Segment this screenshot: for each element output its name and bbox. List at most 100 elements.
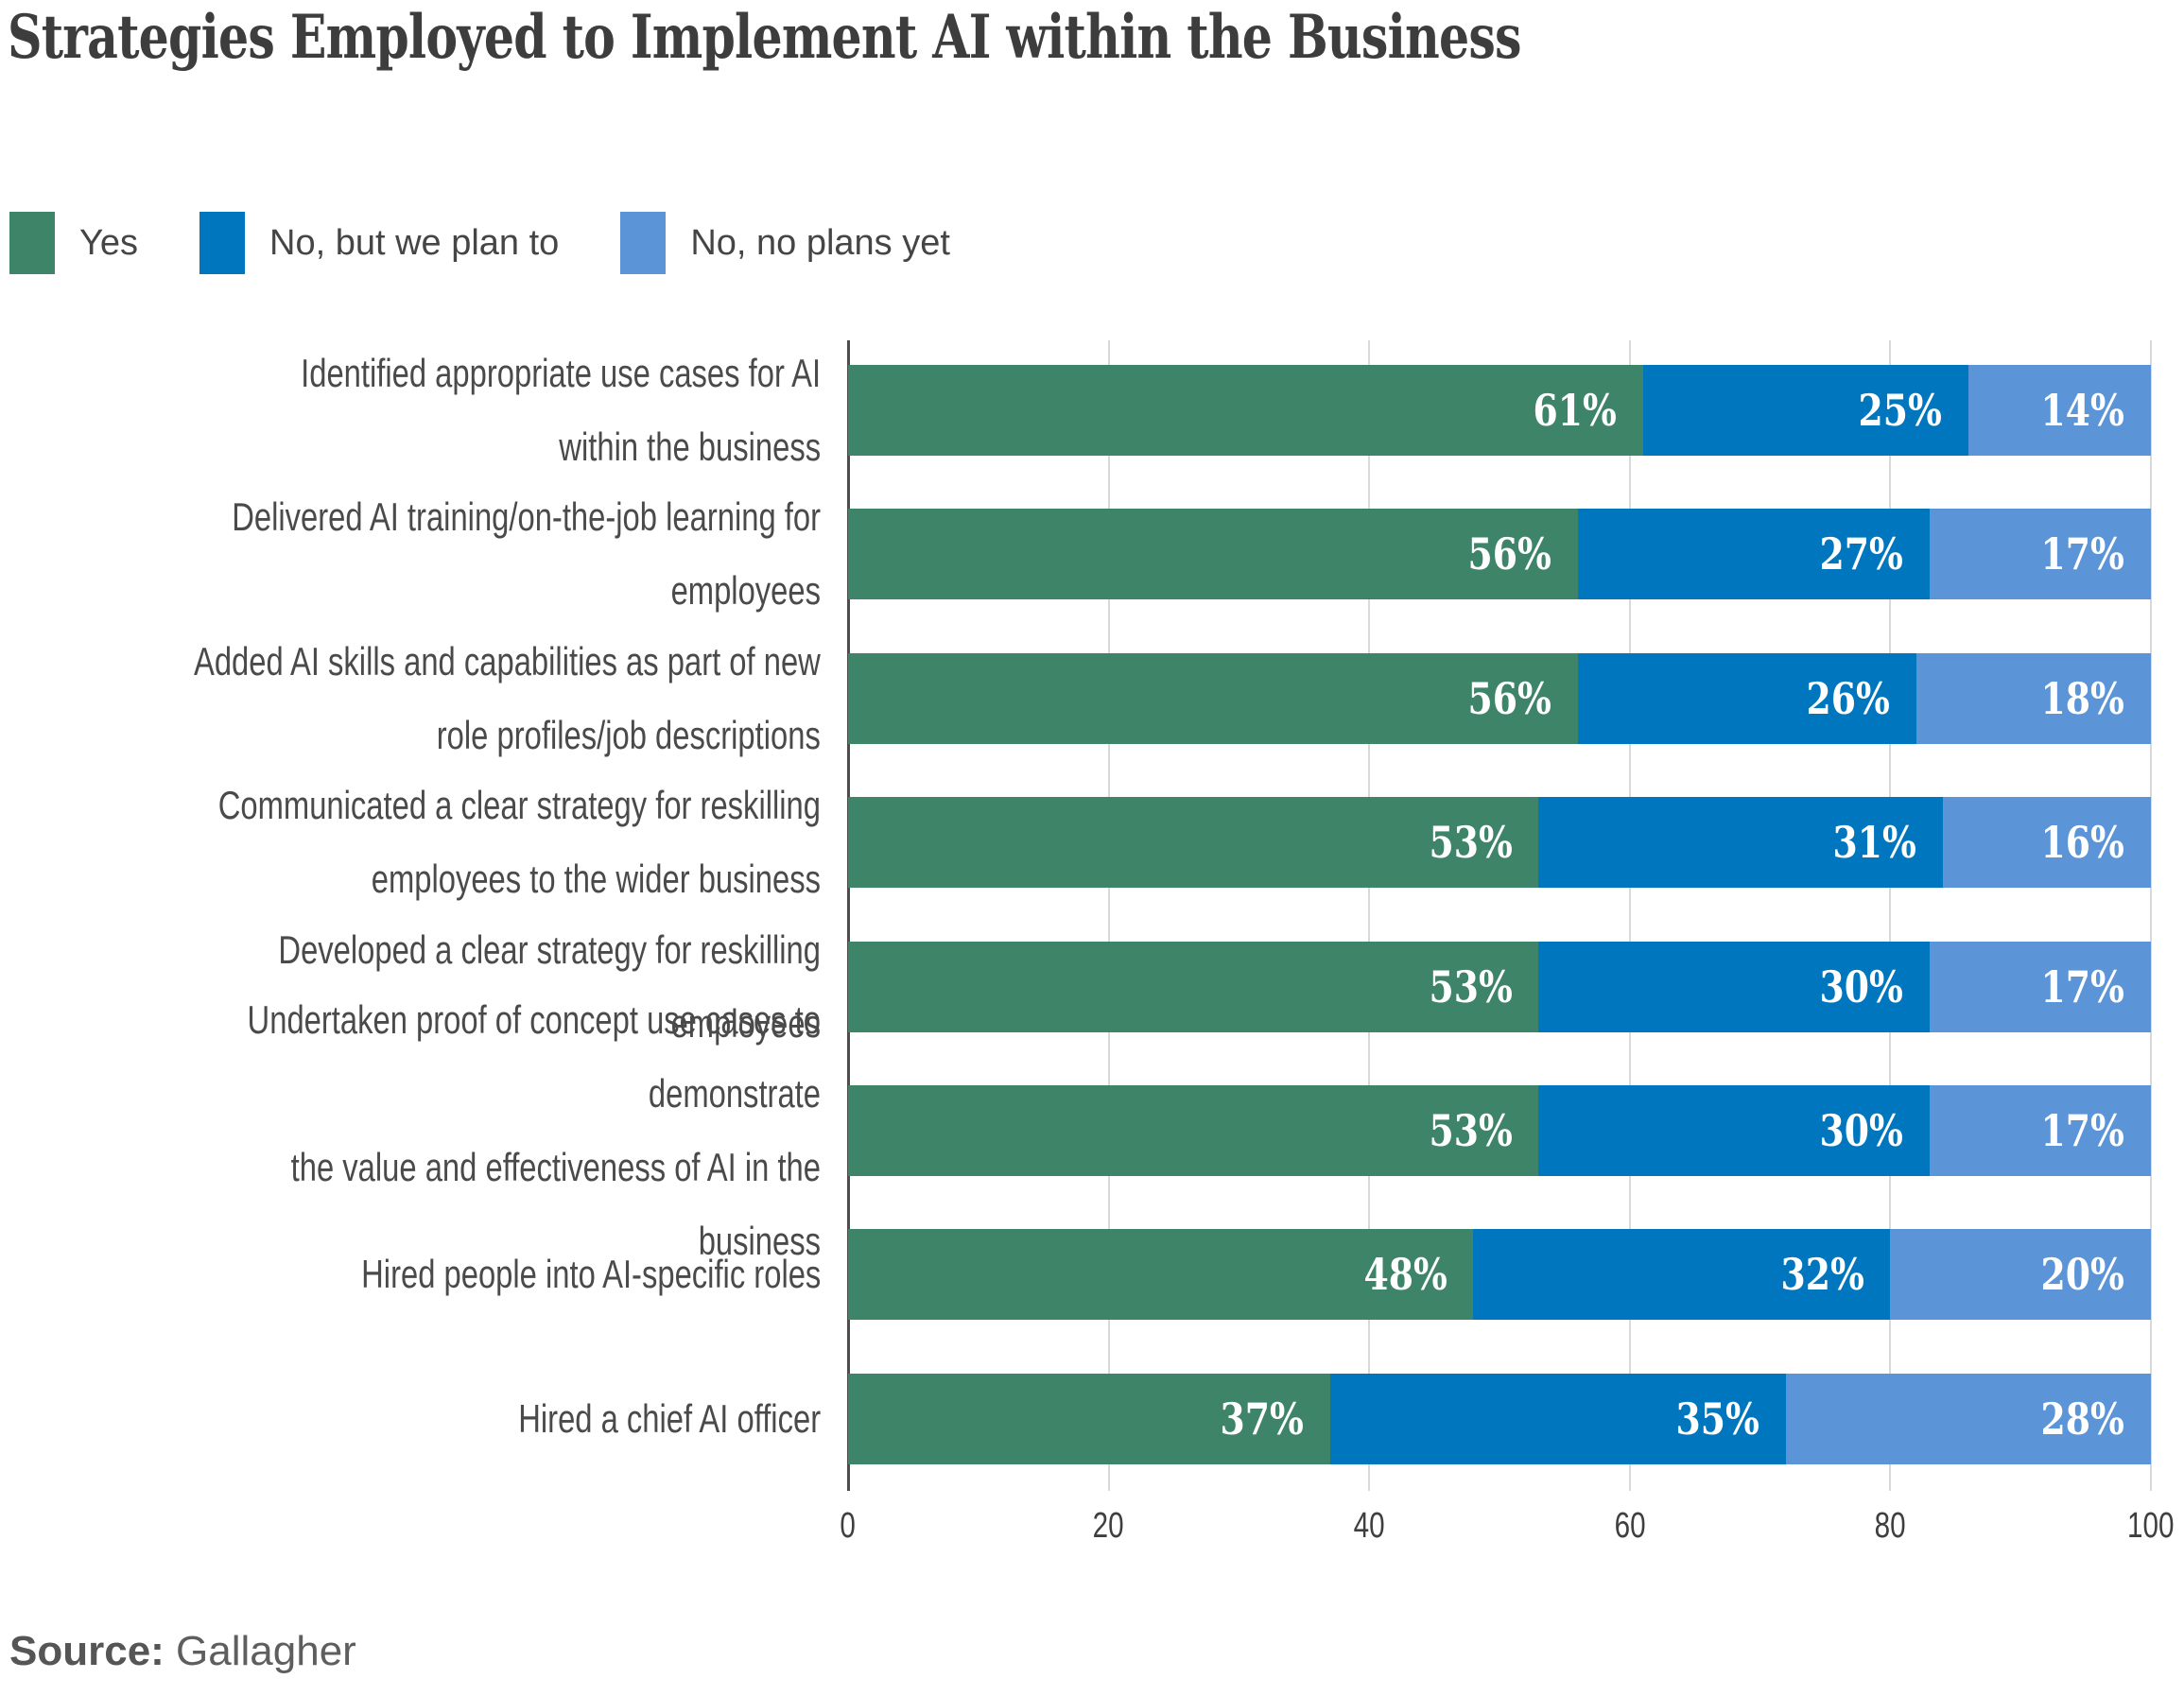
bar-value-label: 14% <box>2040 385 2125 436</box>
bar-segment: 27% <box>1577 509 1930 600</box>
bar-segment: 30% <box>1538 941 1930 1032</box>
bar-value-label: 17% <box>2040 1105 2125 1156</box>
category-label: Communicated a clear strategy for reskil… <box>0 783 821 901</box>
x-axis-tick-text: 80 <box>1874 1506 1906 1546</box>
bar-segment: 20% <box>1890 1229 2151 1321</box>
category-label: Identified appropriate use cases for AI … <box>0 351 821 469</box>
category-label-text: Communicated a clear strategy for reskil… <box>217 783 821 902</box>
legend-label: No, but we plan to <box>269 222 560 263</box>
bar-segment: 31% <box>1538 797 1943 889</box>
bar-value-label: 30% <box>1819 1105 1903 1156</box>
bar-value-label: 17% <box>2040 528 2125 580</box>
y-axis-line <box>847 340 850 1491</box>
bar-value-label: 31% <box>1832 817 1916 869</box>
x-axis: 0 20 40 60 80 100 <box>841 1506 2175 1553</box>
bar-row: 37% 35% 28% <box>848 1373 2151 1464</box>
bar-value-label: 35% <box>1675 1393 1760 1445</box>
bar-segment: 56% <box>848 652 1578 744</box>
x-axis-tick-text: 0 <box>840 1506 857 1546</box>
legend-swatch <box>620 212 667 274</box>
source-text: Gallagher <box>164 1628 356 1674</box>
category-label: Delivered AI training/on-the-job learnin… <box>0 494 821 613</box>
bar-segment: 37% <box>848 1373 1330 1464</box>
chart-title: Strategies Employed to Implement AI with… <box>8 2 1521 73</box>
source-prefix: Source: <box>9 1628 165 1674</box>
bar-row: 56% 26% 18% <box>848 652 2151 744</box>
gridline <box>1889 340 1892 1491</box>
bar-value-label: 26% <box>1806 672 1891 724</box>
bar-segment: 26% <box>1577 652 1916 744</box>
x-axis-tick-text: 100 <box>2127 1506 2175 1546</box>
bar-value-label: 53% <box>1429 960 1513 1012</box>
bar-segment: 32% <box>1473 1229 1891 1321</box>
x-axis-tick-label: 20 <box>1043 1506 1175 1547</box>
legend-item: No, no plans yet <box>620 212 950 274</box>
bar-row: 53% 31% 16% <box>848 797 2151 889</box>
plot-area: 61% 25% 14% 56% 27% 17% 56% 26% 18% 53% 31% 16% 53% 3… <box>847 340 2152 1491</box>
x-axis-tick-text: 40 <box>1353 1506 1385 1546</box>
gridline <box>1368 340 1371 1491</box>
x-axis-tick-label: 0 <box>782 1506 914 1547</box>
bar-value-label: 27% <box>1819 528 1903 580</box>
bar-segment: 18% <box>1915 652 2151 744</box>
bar-value-label: 20% <box>2040 1249 2125 1301</box>
bar-segment: 30% <box>1538 1085 1930 1176</box>
category-label: Developed a clear strategy for reskillin… <box>0 927 821 1046</box>
bar-value-label: 18% <box>2040 672 2125 724</box>
bar-segment: 16% <box>1942 797 2151 889</box>
bar-segment: 56% <box>848 509 1578 600</box>
x-axis-tick-text: 20 <box>1093 1506 1125 1546</box>
legend-swatch <box>199 212 245 274</box>
bar-row: 56% 27% 17% <box>848 509 2151 600</box>
category-label: Hired a chief AI officer <box>0 1374 821 1464</box>
bar-value-label: 61% <box>1533 385 1617 436</box>
bar-segment: 17% <box>1929 941 2151 1032</box>
bar-segment: 25% <box>1642 365 1969 456</box>
bar-segment: 53% <box>848 941 1539 1032</box>
gridline <box>2150 340 2152 1491</box>
x-axis-tick-text: 60 <box>1614 1506 1646 1546</box>
category-labels: Identified appropriate use cases for AI … <box>0 340 821 1491</box>
category-label-text: Identified appropriate use cases for AI … <box>301 351 821 469</box>
bar-value-label: 53% <box>1429 817 1513 869</box>
legend-label: No, no plans yet <box>690 222 950 263</box>
category-label-text: Hired people into AI-specific roles <box>360 1252 821 1297</box>
bar-segment: 14% <box>1968 365 2151 456</box>
category-label-text: Added AI skills and capabilities as part… <box>194 638 821 757</box>
x-axis-tick-label: 100 <box>2085 1506 2184 1547</box>
x-axis-tick-label: 60 <box>1564 1506 1696 1547</box>
gridline <box>1107 340 1110 1491</box>
legend-item: No, but we plan to <box>199 212 559 274</box>
bar-segment: 17% <box>1929 509 2151 600</box>
category-label: Added AI skills and capabilities as part… <box>0 639 821 757</box>
legend: Yes No, but we plan to No, no plans yet <box>9 212 950 274</box>
gridline <box>1628 340 1631 1491</box>
bar-row: 53% 30% 17% <box>848 941 2151 1032</box>
bar-value-label: 56% <box>1467 528 1551 580</box>
source-note: Source: Gallagher <box>9 1628 356 1675</box>
legend-label: Yes <box>79 222 138 263</box>
bar-segment: 53% <box>848 797 1539 889</box>
bar-segment: 28% <box>1786 1373 2151 1464</box>
x-axis-tick-label: 40 <box>1303 1506 1435 1547</box>
category-label-text: Delivered AI training/on-the-job learnin… <box>232 494 822 614</box>
bar-value-label: 28% <box>2040 1393 2125 1445</box>
bar-row: 61% 25% 14% <box>848 365 2151 456</box>
bar-value-label: 17% <box>2040 960 2125 1012</box>
category-label-text: Undertaken proof of concept use cases to… <box>247 997 821 1263</box>
bar-segment: 48% <box>848 1229 1474 1321</box>
bar-value-label: 25% <box>1858 385 1943 436</box>
bar-value-label: 32% <box>1780 1249 1864 1301</box>
category-label-text: Hired a chief AI officer <box>518 1395 821 1441</box>
bar-segment: 53% <box>848 1085 1539 1176</box>
bar-row: 53% 30% 17% <box>848 1085 2151 1176</box>
bar-value-label: 37% <box>1220 1393 1304 1445</box>
bar-value-label: 48% <box>1363 1249 1447 1301</box>
bar-segment: 17% <box>1929 1085 2151 1176</box>
bar-segment: 61% <box>848 365 1643 456</box>
x-axis-tick-label: 80 <box>1824 1506 1956 1547</box>
bar-segment: 35% <box>1329 1373 1787 1464</box>
legend-swatch <box>9 212 55 274</box>
category-label: Undertaken proof of concept use cases to… <box>0 997 821 1263</box>
